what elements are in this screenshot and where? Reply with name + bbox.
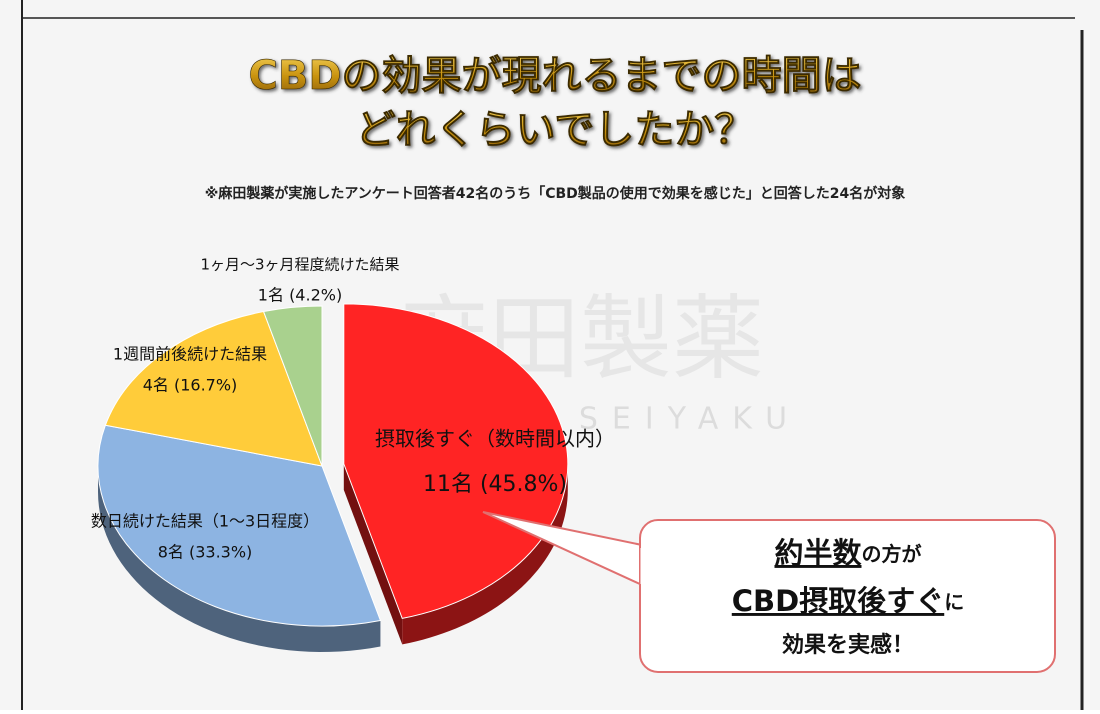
callout-text: 効果を実感！ (782, 632, 914, 658)
slice (97, 424, 382, 627)
slice-label: 1ヶ月〜3ヶ月程度続けた結果 (200, 256, 399, 274)
callout-text: 約半数 (774, 536, 862, 570)
labels: 摂取後すぐ（数時間以内） 11名 (45.8%) 数日続けた結果（1〜3日程度） 8名… (91, 256, 615, 562)
callout-box (639, 519, 1056, 673)
callout-text: CBD摂取後すぐ (732, 584, 944, 618)
slice (262, 305, 323, 467)
pie (97, 303, 569, 652)
value-label: 4名 (16.7%) (143, 376, 238, 395)
slice (343, 303, 569, 619)
callout-line: 約半数の方が (774, 536, 921, 570)
slice-label: 数日続けた結果（1〜3日程度） (91, 512, 319, 531)
callout-text: に (944, 590, 964, 614)
chart-title: CBDの効果が現れるまでの時間は (248, 53, 861, 99)
chart-title: どれくらいでしたか？ (356, 107, 755, 153)
slice-label: 1週間前後続けた結果 (113, 345, 267, 364)
slice-label: 摂取後すぐ（数時間以内） (375, 427, 615, 451)
value-label: 8名 (33.3%) (158, 543, 253, 562)
value-label: 11名 (45.8%) (423, 472, 567, 497)
slice (104, 310, 323, 467)
callout-text: の方が (862, 542, 922, 566)
slice-side (402, 463, 568, 645)
slice-side (98, 466, 381, 652)
chart-subtitle: ※麻田製薬が実施したアンケート回答者42名のうち「CBD製品の使用で効果を感じた… (205, 185, 906, 202)
watermark: SEIYAKU (579, 402, 801, 437)
value-label: 1名 (4.2%) (258, 286, 342, 305)
slice-side (343, 463, 403, 645)
callout-line: 効果を実感！ (782, 632, 914, 658)
callout-line: CBD摂取後すぐに (732, 584, 964, 618)
